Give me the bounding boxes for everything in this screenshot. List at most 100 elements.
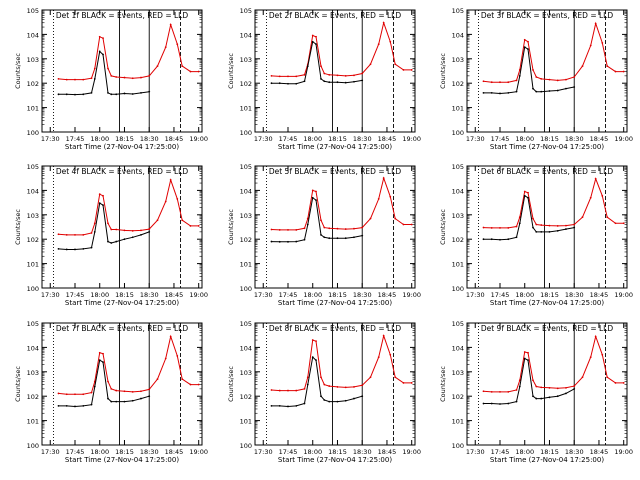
series-lld-point xyxy=(622,70,625,73)
series-lld-point xyxy=(315,190,317,193)
series-lld-line xyxy=(483,21,624,83)
y-tick-label: 101 xyxy=(452,261,464,269)
series-lld-point xyxy=(303,227,306,230)
series-lld-point xyxy=(303,73,306,76)
series-events-point xyxy=(573,387,576,390)
series-events-point xyxy=(573,86,576,88)
series-lld-point xyxy=(123,390,126,393)
series-events-point xyxy=(98,50,101,53)
plot-frame xyxy=(466,322,628,446)
series-events-point xyxy=(344,399,347,402)
x-tick-label: 17:30 xyxy=(254,291,273,299)
y-tick-label: 101 xyxy=(452,105,464,113)
series-lld-point xyxy=(614,382,617,384)
series-events-point xyxy=(278,240,281,243)
series-lld-line xyxy=(271,334,412,392)
series-lld-point xyxy=(540,224,543,226)
x-tick-label: 17:45 xyxy=(491,448,510,456)
x-tick-label: 17:45 xyxy=(491,135,510,143)
y-tick-label: 104 xyxy=(240,31,252,39)
x-tick-label: 17:30 xyxy=(466,291,485,299)
series-events-line xyxy=(483,357,575,405)
plot-frame xyxy=(254,9,416,133)
series-events-point xyxy=(110,242,113,244)
y-tick-label: 100 xyxy=(27,129,39,137)
series-lld-point xyxy=(515,79,518,82)
series-events-point xyxy=(110,93,113,96)
y-axis-label: Counts/sec xyxy=(439,366,447,402)
series-lld-point xyxy=(57,78,60,80)
series-events-point xyxy=(306,223,309,226)
y-tick-label: 104 xyxy=(240,187,252,195)
x-tick-label: 19:00 xyxy=(402,291,421,299)
series-events-point xyxy=(65,405,68,407)
series-lld-point xyxy=(548,224,551,227)
series-events-point xyxy=(287,240,289,243)
x-tick-label: 17:45 xyxy=(279,291,298,299)
x-tick-label: 18:00 xyxy=(303,291,322,299)
series-lld-point xyxy=(74,234,76,236)
y-tick-label: 101 xyxy=(240,105,252,113)
y-tick-label: 101 xyxy=(240,418,252,426)
x-tick-label: 18:30 xyxy=(140,291,159,299)
x-tick-label: 18:30 xyxy=(140,448,159,456)
series-lld-point xyxy=(102,37,104,40)
x-tick-label: 17:30 xyxy=(41,291,60,299)
series-events-point xyxy=(490,402,493,405)
series-events-point xyxy=(353,236,355,239)
y-tick-label: 101 xyxy=(452,418,464,426)
x-tick-label: 18:00 xyxy=(303,135,322,143)
series-events-point xyxy=(548,396,551,399)
series-lld-point xyxy=(74,393,76,396)
series-lld-point xyxy=(311,339,314,341)
series-events-point xyxy=(548,90,551,92)
y-tick-label: 103 xyxy=(240,212,252,220)
x-tick-label: 18:15 xyxy=(328,135,347,143)
x-axis-label: Start Time (27-Nov-04 17:25:00) xyxy=(490,299,604,307)
series-events-point xyxy=(532,395,534,398)
y-tick-label: 105 xyxy=(240,320,252,328)
series-events-point xyxy=(74,248,76,251)
series-lld-point xyxy=(74,78,76,81)
series-lld-point xyxy=(361,72,364,75)
panel-det-6: Det 6f BLACK = Events, RED = LLD 100 101 10… xyxy=(439,163,633,307)
x-tick-label: 17:30 xyxy=(254,448,273,456)
series-lld-point xyxy=(389,353,392,356)
series-events-point xyxy=(303,402,306,405)
series-events-point xyxy=(311,40,314,43)
y-tick-label: 102 xyxy=(452,80,464,88)
y-tick-label: 101 xyxy=(27,105,39,113)
panel-det-1: Det 1f BLACK = Events, RED = LLD 100 101 10… xyxy=(14,7,208,151)
series-lld-point xyxy=(369,63,372,66)
series-lld-point xyxy=(131,229,134,232)
series-lld-point xyxy=(382,177,385,179)
series-lld-point xyxy=(107,67,109,70)
series-events-line xyxy=(58,359,150,408)
series-lld-point xyxy=(601,41,604,44)
series-events-line xyxy=(271,40,363,85)
series-lld-point xyxy=(482,226,485,229)
plot-frame xyxy=(466,165,628,289)
series-events-point xyxy=(57,248,60,250)
series-lld-point xyxy=(197,383,200,386)
series-lld-point xyxy=(93,222,96,225)
series-lld-point xyxy=(622,222,625,225)
series-events-point xyxy=(515,400,518,403)
series-lld-point xyxy=(169,178,172,181)
series-events-point xyxy=(482,92,485,94)
series-lld-point xyxy=(320,65,322,68)
series-lld-point xyxy=(98,351,101,354)
y-tick-label: 102 xyxy=(27,236,39,244)
series-lld-point xyxy=(535,76,538,78)
panel-title: Det 8f BLACK = Events, RED = LLD xyxy=(269,324,402,333)
series-lld-point xyxy=(601,353,604,356)
series-events-point xyxy=(361,395,364,398)
y-tick-label: 102 xyxy=(240,236,252,244)
series-events-point xyxy=(123,238,126,241)
y-tick-label: 104 xyxy=(27,31,39,39)
x-tick-label: 18:45 xyxy=(165,448,184,456)
x-tick-label: 18:00 xyxy=(515,448,534,456)
series-lld-line xyxy=(58,334,199,395)
series-lld-point xyxy=(377,43,380,46)
